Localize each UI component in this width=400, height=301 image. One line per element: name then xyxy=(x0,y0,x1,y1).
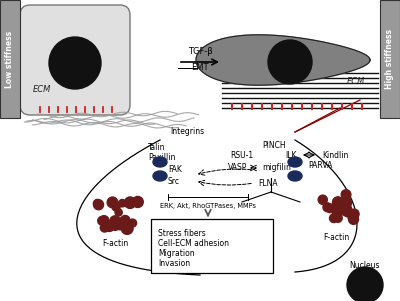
Circle shape xyxy=(107,197,118,208)
Text: Paxillin: Paxillin xyxy=(148,154,175,163)
Circle shape xyxy=(132,197,143,207)
Circle shape xyxy=(124,197,136,208)
Circle shape xyxy=(330,214,338,222)
Text: Nucleus: Nucleus xyxy=(350,260,380,269)
Circle shape xyxy=(342,198,352,207)
FancyBboxPatch shape xyxy=(0,0,20,118)
Text: migfilin: migfilin xyxy=(262,163,291,172)
Circle shape xyxy=(121,222,133,234)
Circle shape xyxy=(119,221,126,228)
Circle shape xyxy=(115,209,122,216)
Text: Integrins: Integrins xyxy=(170,128,204,136)
Circle shape xyxy=(110,216,120,226)
Circle shape xyxy=(326,204,334,213)
FancyBboxPatch shape xyxy=(20,5,130,115)
Polygon shape xyxy=(196,35,370,85)
Circle shape xyxy=(318,195,327,204)
FancyBboxPatch shape xyxy=(380,0,400,118)
Circle shape xyxy=(339,206,348,215)
Circle shape xyxy=(340,203,352,215)
Text: Migration: Migration xyxy=(158,249,195,257)
Circle shape xyxy=(343,207,353,217)
Circle shape xyxy=(118,200,126,207)
Text: ILK: ILK xyxy=(285,150,296,160)
Circle shape xyxy=(118,221,126,228)
Ellipse shape xyxy=(153,157,167,167)
Ellipse shape xyxy=(288,171,302,181)
Text: TGF-β: TGF-β xyxy=(188,48,212,57)
Text: FAK: FAK xyxy=(168,166,182,175)
Circle shape xyxy=(112,203,120,211)
Circle shape xyxy=(98,216,106,225)
Text: Stress fibers: Stress fibers xyxy=(158,228,206,237)
Circle shape xyxy=(104,221,115,231)
Circle shape xyxy=(49,37,101,89)
Circle shape xyxy=(347,267,383,301)
Text: ECM: ECM xyxy=(33,85,51,95)
Circle shape xyxy=(332,197,344,208)
Text: ERK, Akt, RhoGTPases, MMPs: ERK, Akt, RhoGTPases, MMPs xyxy=(160,203,256,209)
Circle shape xyxy=(349,209,359,219)
Circle shape xyxy=(94,200,104,210)
Circle shape xyxy=(268,40,312,84)
Circle shape xyxy=(334,214,342,222)
Text: F-actin: F-actin xyxy=(102,240,128,249)
Text: F-actin: F-actin xyxy=(323,232,349,241)
Ellipse shape xyxy=(288,157,302,167)
Text: PARVA: PARVA xyxy=(308,160,332,169)
Ellipse shape xyxy=(153,171,167,181)
Text: VASP: VASP xyxy=(228,163,247,172)
Circle shape xyxy=(332,205,343,216)
Circle shape xyxy=(114,218,126,230)
Circle shape xyxy=(93,199,102,208)
Text: Invasion: Invasion xyxy=(158,259,190,268)
Circle shape xyxy=(348,212,358,221)
Circle shape xyxy=(120,216,130,225)
Text: PINCH: PINCH xyxy=(262,141,286,150)
Circle shape xyxy=(111,221,120,230)
Text: Src: Src xyxy=(168,176,180,185)
Circle shape xyxy=(323,203,332,212)
Text: EMT: EMT xyxy=(191,63,209,72)
Text: Low stiffness: Low stiffness xyxy=(6,30,14,88)
Text: High stiffness: High stiffness xyxy=(386,29,394,89)
Text: FLNA: FLNA xyxy=(258,178,278,188)
Text: Cell-ECM adhesion: Cell-ECM adhesion xyxy=(158,238,229,247)
Text: RSU-1: RSU-1 xyxy=(230,150,253,160)
FancyBboxPatch shape xyxy=(151,219,273,273)
Circle shape xyxy=(99,216,109,225)
Text: ECM: ECM xyxy=(347,77,365,86)
Circle shape xyxy=(129,219,136,227)
Circle shape xyxy=(348,210,357,219)
Circle shape xyxy=(100,223,109,232)
Text: Kindlin: Kindlin xyxy=(322,150,348,160)
Circle shape xyxy=(341,190,351,200)
Text: Talin: Talin xyxy=(148,144,166,153)
Circle shape xyxy=(348,214,358,224)
